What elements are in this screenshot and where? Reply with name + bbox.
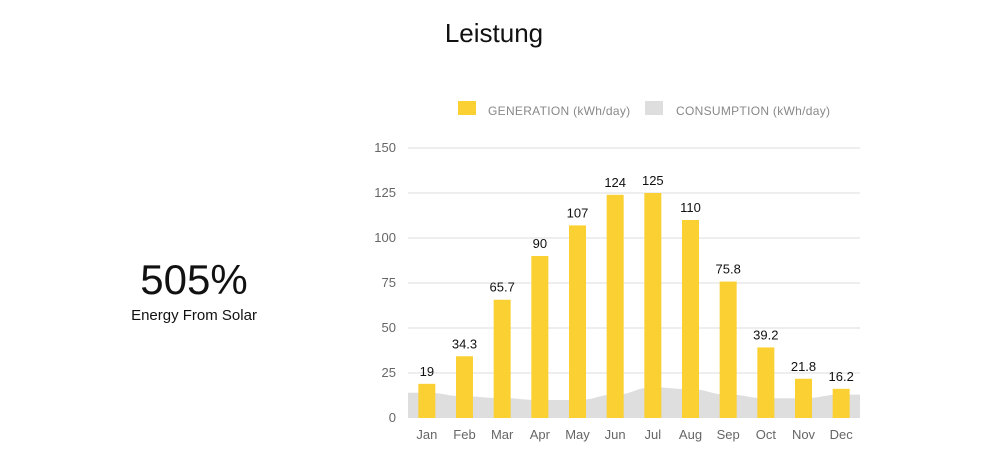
generation-bar [418, 383, 436, 418]
bar-value-label: 39.2 [753, 327, 778, 342]
y-tick-label: 25 [382, 365, 396, 380]
x-tick-label: May [565, 427, 590, 442]
x-tick-label: Jan [416, 427, 437, 442]
x-tick-label: Mar [491, 427, 514, 442]
y-tick-label: 50 [382, 320, 396, 335]
generation-bar [531, 256, 549, 418]
x-tick-label: Aug [679, 427, 702, 442]
legend: GENERATION (kWh/day) CONSUMPTION (kWh/da… [458, 101, 830, 118]
x-axis: Jan Feb Mar Apr May Jun Jul Aug Sep Oct Nov Dec [416, 427, 853, 442]
generation-bar [456, 356, 473, 418]
generation-bar [569, 225, 586, 418]
solar-stat: 505% Energy From Solar [94, 255, 294, 324]
generation-bar [606, 194, 624, 418]
generation-bar [757, 347, 775, 418]
x-tick-label: Sep [717, 427, 740, 442]
bar-value-label: 107 [567, 205, 589, 220]
legend-consumption-swatch [645, 101, 663, 115]
generation-bars [418, 193, 850, 418]
legend-consumption-label: CONSUMPTION (kWh/day) [676, 104, 830, 118]
bar-value-labels: 19 34.3 65.7 90 107 124 125 110 75.8 39.2 21.8 16.2 [420, 173, 854, 384]
bar-value-label: 90 [533, 236, 547, 251]
bar-value-label: 65.7 [490, 280, 515, 295]
generation-bar [719, 281, 737, 418]
solar-percentage: 505% [140, 256, 248, 303]
bar-value-label: 16.2 [829, 369, 854, 384]
x-tick-label: Dec [830, 427, 854, 442]
x-tick-label: Apr [530, 427, 551, 442]
x-tick-label: Jul [645, 427, 662, 442]
y-tick-label: 100 [374, 230, 396, 245]
x-tick-label: Jun [605, 427, 626, 442]
chart-title: Leistung [444, 18, 544, 48]
bar-value-label: 75.8 [716, 262, 741, 277]
solar-percentage-label: Energy From Solar [131, 307, 257, 324]
y-tick-label: 125 [374, 185, 396, 200]
bar-value-label: 110 [680, 200, 701, 215]
y-tick-label: 150 [374, 140, 396, 155]
x-tick-label: Nov [792, 427, 816, 442]
legend-generation-label: GENERATION (kWh/day) [488, 104, 630, 118]
generation-bar [682, 220, 699, 418]
generation-bar [832, 388, 850, 418]
y-tick-label: 0 [389, 410, 396, 425]
generation-bar [493, 299, 511, 418]
legend-generation-swatch [458, 101, 476, 115]
bar-value-label: 21.8 [791, 359, 816, 374]
consumption-area [408, 387, 860, 418]
bar-value-label: 34.3 [452, 336, 477, 351]
bar-value-label: 124 [604, 175, 626, 190]
generation-bar [644, 193, 662, 418]
y-tick-label: 75 [382, 275, 396, 290]
y-axis: 0 25 50 75 100 125 150 [374, 140, 396, 425]
generation-bar [795, 378, 812, 418]
bar-value-label: 125 [642, 173, 664, 188]
bar-value-label: 19 [420, 364, 434, 379]
x-tick-label: Oct [756, 427, 777, 442]
x-tick-label: Feb [453, 427, 475, 442]
grid-lines [408, 147, 860, 374]
